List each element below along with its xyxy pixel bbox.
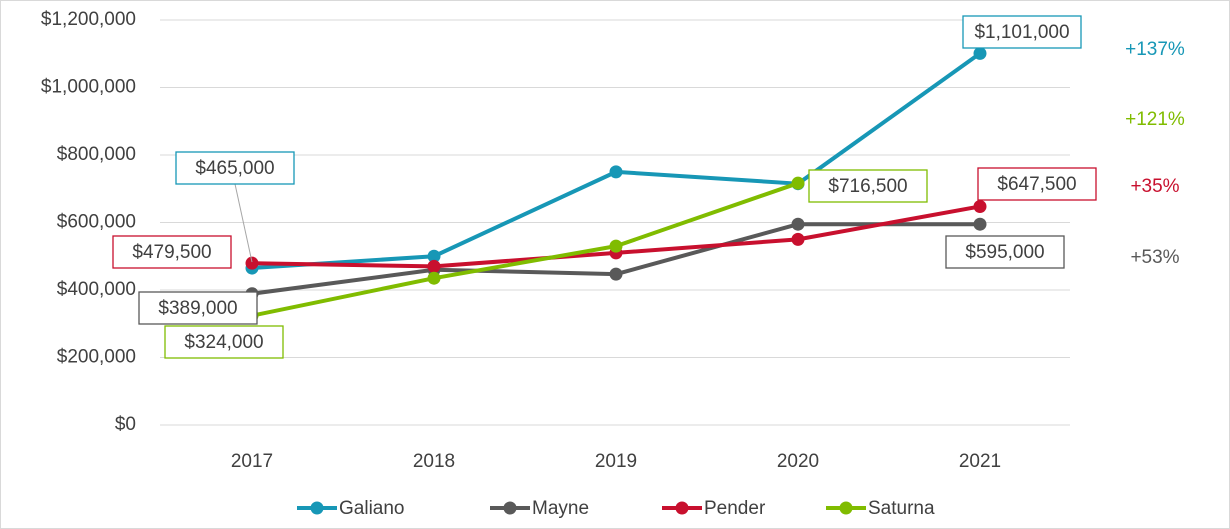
data-point: [791, 217, 805, 231]
legend-label: Galiano: [339, 498, 405, 519]
x-tick-label: 2019: [595, 451, 637, 472]
legend-label: Mayne: [532, 498, 589, 519]
data-point: [427, 249, 441, 263]
data-point: [973, 217, 987, 231]
y-tick-label: $1,000,000: [41, 77, 136, 98]
data-point: [791, 176, 805, 190]
value-label-box: [977, 167, 1097, 201]
annotation: +53%: [1130, 247, 1179, 268]
legend-swatch-marker: [675, 501, 689, 515]
value-label: $1,101,000: [974, 22, 1069, 43]
y-tick-label: $800,000: [57, 144, 136, 165]
x-tick-label: 2021: [959, 451, 1001, 472]
data-point: [609, 239, 623, 253]
value-label: $716,500: [828, 176, 907, 197]
value-label-box: [808, 169, 928, 203]
data-point: [609, 165, 623, 179]
data-point: [791, 232, 805, 246]
value-label: $389,000: [158, 298, 237, 319]
value-label: $324,000: [184, 332, 263, 353]
leader-line: [234, 183, 253, 263]
value-label-box: [138, 291, 258, 325]
legend-label: Pender: [704, 498, 766, 519]
value-label: $465,000: [195, 158, 274, 179]
annotation: +35%: [1130, 176, 1179, 197]
series-line: [251, 181, 799, 318]
y-tick-label: $200,000: [57, 347, 136, 368]
value-label: $595,000: [965, 242, 1044, 263]
data-point: [245, 256, 259, 270]
legend-swatch-marker: [839, 501, 853, 515]
legend-label: Saturna: [868, 498, 935, 519]
value-label: $647,500: [997, 174, 1076, 195]
value-label-box: [175, 151, 295, 185]
data-point: [609, 267, 623, 281]
x-tick-label: 2018: [413, 451, 455, 472]
y-tick-label: $400,000: [57, 279, 136, 300]
annotation: +121%: [1125, 109, 1185, 130]
y-tick-label: $1,200,000: [41, 9, 136, 30]
data-point: [427, 259, 441, 273]
legend-swatch-marker: [310, 501, 324, 515]
value-label-box: [112, 235, 232, 269]
x-tick-label: 2017: [231, 451, 273, 472]
value-label-box: [962, 15, 1082, 49]
data-point: [427, 271, 441, 285]
data-point: [973, 46, 987, 60]
value-label-box: [164, 325, 284, 359]
value-label: $479,500: [132, 242, 211, 263]
annotation: +137%: [1125, 39, 1185, 60]
data-point: [973, 199, 987, 213]
y-tick-label: $0: [115, 414, 136, 435]
y-tick-label: $600,000: [57, 212, 136, 233]
legend-swatch-marker: [503, 501, 517, 515]
x-tick-label: 2020: [777, 451, 819, 472]
value-label-box: [945, 235, 1065, 269]
